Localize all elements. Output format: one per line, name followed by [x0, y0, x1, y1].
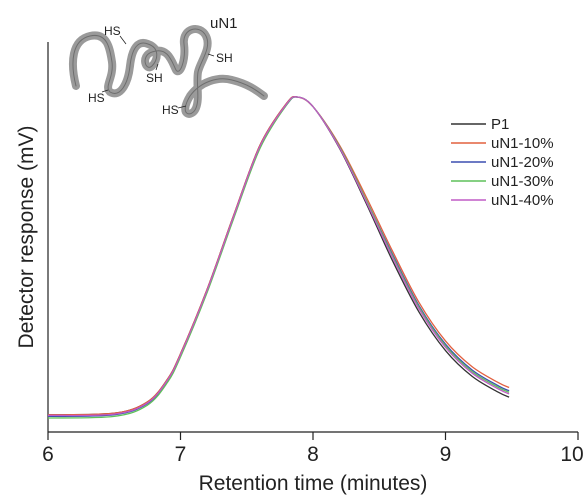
y-axis-title: Detector response (mV) — [15, 126, 38, 349]
series-line-p1 — [47, 96, 510, 416]
molecule-label-hs-3: HS — [162, 103, 179, 117]
x-tick-label: 6 — [42, 443, 54, 466]
legend-label: uN1-30% — [491, 173, 554, 190]
x-tick-label: 9 — [440, 443, 452, 466]
x-tick-label: 8 — [307, 443, 319, 466]
legend-label: uN1-20% — [491, 154, 554, 171]
molecule-chain-outline — [72, 28, 265, 115]
x-tick-label: 7 — [175, 443, 187, 466]
series-line-un1-20- — [47, 96, 510, 418]
molecule-label-sh-2: SH — [216, 51, 233, 65]
x-tick-label: 10 — [560, 443, 583, 466]
molecule-inset: uN1 HS SH HS SH HS — [68, 15, 268, 118]
molecule-label-hs-2: HS — [88, 91, 105, 105]
legend-label: uN1-40% — [491, 192, 554, 209]
series-lines — [47, 96, 510, 419]
legend-label: P1 — [491, 116, 509, 133]
series-line-un1-10- — [47, 96, 510, 416]
molecule-title: uN1 — [210, 15, 238, 32]
x-axis-title: Retention time (minutes) — [199, 472, 428, 495]
molecule-label-hs-1: HS — [104, 24, 121, 38]
series-line-un1-40- — [47, 96, 510, 417]
legend: P1 uN1-10% uN1-20% uN1-30% uN1-40% — [451, 116, 554, 209]
legend-label: uN1-10% — [491, 135, 554, 152]
molecule-label-sh-1: SH — [146, 71, 163, 85]
series-line-un1-30- — [47, 96, 510, 419]
x-ticks: 6 7 8 9 10 — [42, 432, 584, 466]
